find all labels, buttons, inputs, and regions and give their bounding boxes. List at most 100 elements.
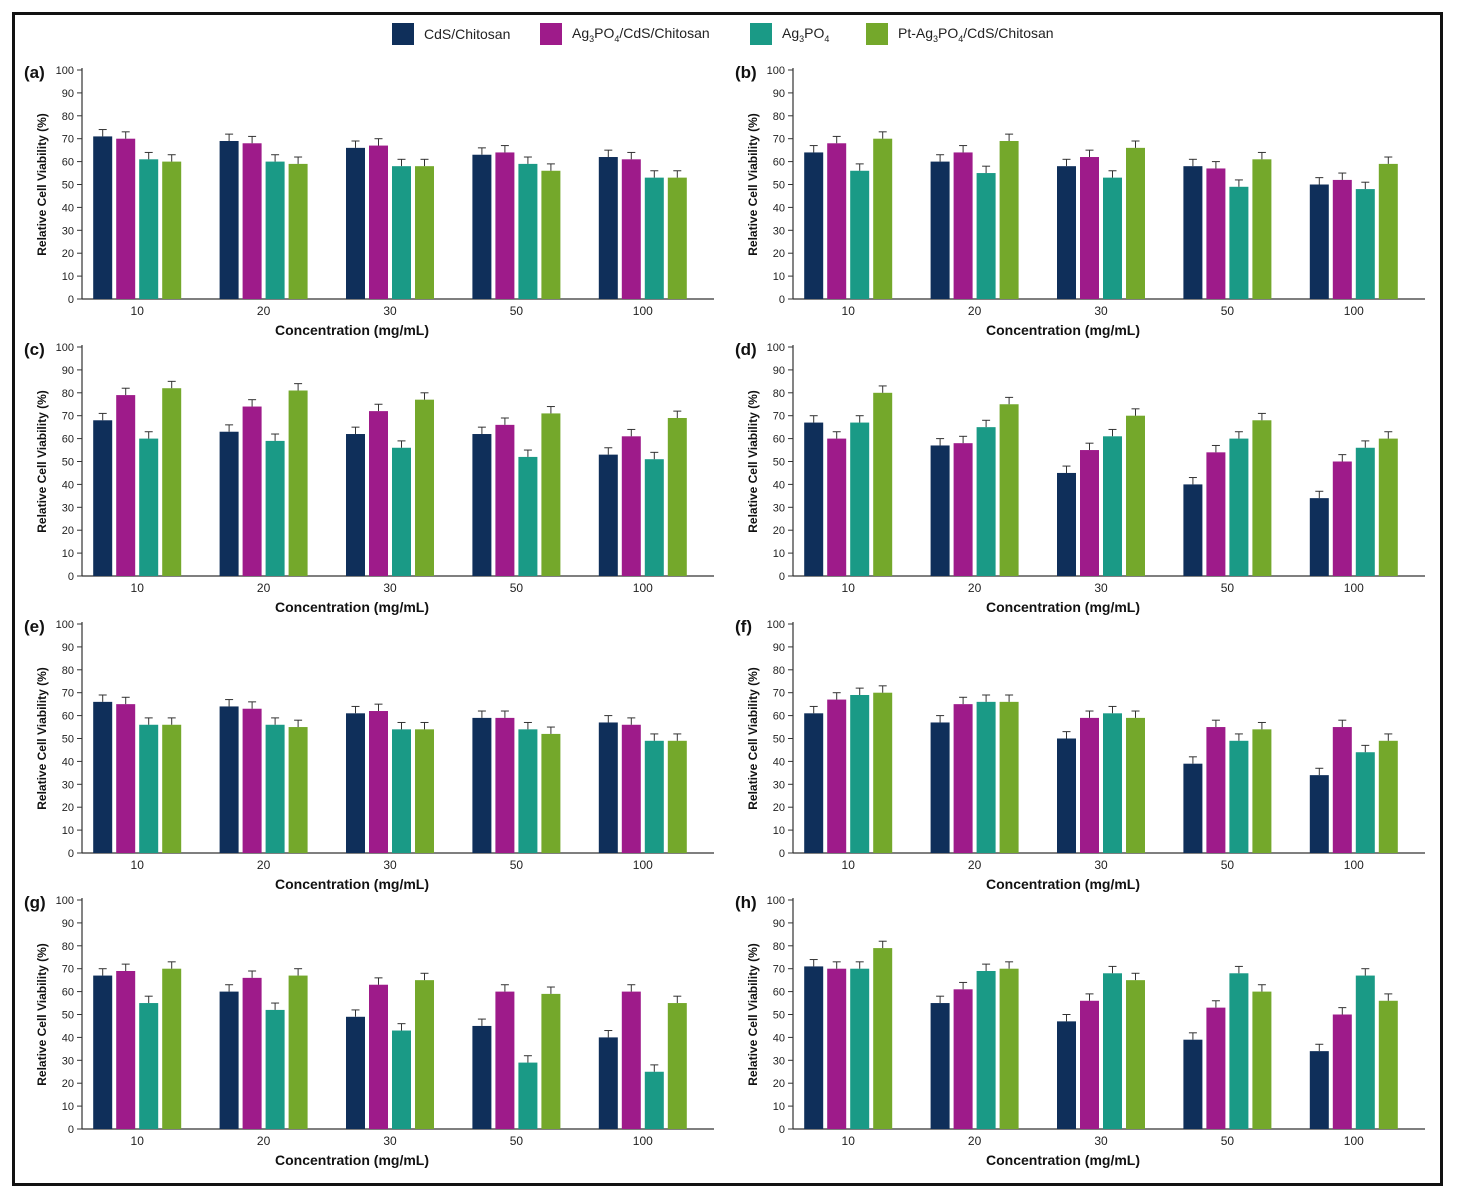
bar [598, 157, 618, 299]
y-tick-label: 80 [62, 665, 74, 677]
bar [644, 177, 664, 299]
bar [495, 991, 515, 1129]
bar [369, 411, 388, 576]
x-tick-label: 30 [383, 304, 397, 318]
bar [242, 977, 262, 1129]
bar [415, 729, 434, 853]
y-tick-label: 40 [62, 756, 74, 768]
bar [139, 159, 159, 299]
bar [1309, 1051, 1329, 1129]
y-tick-label: 10 [62, 825, 74, 837]
bar [162, 161, 182, 299]
y-tick-label: 80 [62, 941, 74, 953]
bar [976, 970, 996, 1129]
bar [1378, 740, 1398, 853]
y-tick-label: 80 [62, 388, 74, 400]
bar [346, 713, 365, 853]
y-tick-label: 20 [62, 802, 74, 814]
x-tick-label: 100 [1344, 581, 1364, 595]
x-tick-label: 20 [257, 1134, 271, 1148]
bar [827, 968, 847, 1129]
bar [930, 722, 950, 853]
y-tick-label: 20 [62, 248, 74, 260]
bar [288, 163, 308, 299]
x-tick-label: 30 [383, 858, 397, 872]
bar [219, 706, 239, 853]
y-tick-label: 70 [773, 411, 785, 423]
legend-item-cds-chitosan: CdS/Chitosan [392, 22, 510, 46]
bar [219, 140, 239, 299]
bar [827, 143, 847, 299]
x-axis-label: Concentration (mg/mL) [986, 599, 1140, 615]
y-tick-label: 0 [779, 571, 785, 583]
bar [1252, 159, 1272, 299]
bar [346, 1016, 365, 1129]
y-tick-label: 50 [773, 457, 785, 469]
bar [1103, 713, 1122, 853]
y-tick-label: 40 [773, 202, 785, 214]
bar [1332, 1014, 1352, 1129]
x-tick-label: 10 [842, 858, 856, 872]
bar [1057, 166, 1076, 299]
bar [1355, 975, 1375, 1129]
bar [804, 966, 824, 1129]
bar [472, 434, 492, 576]
bar [804, 152, 824, 299]
y-tick-label: 30 [62, 779, 74, 791]
bar [1183, 484, 1203, 576]
y-tick-label: 70 [773, 964, 785, 976]
bar [1080, 1000, 1099, 1129]
x-tick-label: 20 [968, 858, 982, 872]
y-tick-label: 80 [773, 941, 785, 953]
y-tick-label: 0 [68, 848, 74, 860]
bar [495, 717, 515, 853]
bar [621, 724, 641, 853]
y-tick-label: 100 [56, 65, 74, 77]
chart-panel-c: (c) 0 10 20 30 40 50 60 70 80 90 100 Relative Cell V… [24, 340, 714, 615]
panel-label: (e) [24, 617, 45, 636]
bar [139, 724, 159, 853]
x-tick-label: 50 [510, 1134, 524, 1148]
y-tick-label: 0 [68, 294, 74, 306]
x-axis-label: Concentration (mg/mL) [275, 1152, 429, 1168]
y-tick-label: 0 [68, 571, 74, 583]
bar [1103, 973, 1122, 1129]
panel-label: (g) [24, 893, 46, 912]
bar [999, 701, 1019, 853]
x-axis-label: Concentration (mg/mL) [275, 322, 429, 338]
bar [976, 701, 996, 853]
bar [667, 177, 687, 299]
x-tick-label: 50 [510, 858, 524, 872]
x-tick-label: 20 [257, 581, 271, 595]
legend-item-ag3po4-cds-chitosan: Ag3PO4/CdS/Chitosan [540, 22, 710, 46]
bar [999, 968, 1019, 1129]
bar [1332, 461, 1352, 576]
legend-label-ag3po4-cds-chitosan: Ag3PO4/CdS/Chitosan [572, 24, 710, 44]
bar [1057, 1021, 1076, 1129]
y-tick-label: 10 [62, 1101, 74, 1113]
y-tick-label: 60 [773, 711, 785, 723]
bar [621, 991, 641, 1129]
y-tick-label: 50 [62, 180, 74, 192]
chart-panel-e: (e) 0 10 20 30 40 50 60 70 80 90 100 Relative Cell V… [24, 617, 714, 892]
bar [1355, 447, 1375, 576]
y-tick-label: 90 [62, 88, 74, 100]
x-tick-label: 10 [842, 304, 856, 318]
bar [265, 1009, 285, 1129]
x-tick-label: 10 [131, 581, 145, 595]
bar [541, 170, 561, 299]
y-tick-label: 90 [62, 365, 74, 377]
y-axis-label: Relative Cell Viability (%) [746, 113, 760, 256]
x-tick-label: 100 [1344, 304, 1364, 318]
y-tick-label: 70 [62, 134, 74, 146]
x-tick-label: 50 [510, 581, 524, 595]
y-tick-label: 10 [773, 548, 785, 560]
bar [1080, 157, 1099, 299]
bar [1126, 415, 1145, 576]
y-axis-label: Relative Cell Viability (%) [35, 667, 49, 810]
y-tick-label: 100 [56, 895, 74, 907]
bar [288, 727, 308, 853]
panel-label: (c) [24, 340, 45, 359]
bar [598, 722, 618, 853]
